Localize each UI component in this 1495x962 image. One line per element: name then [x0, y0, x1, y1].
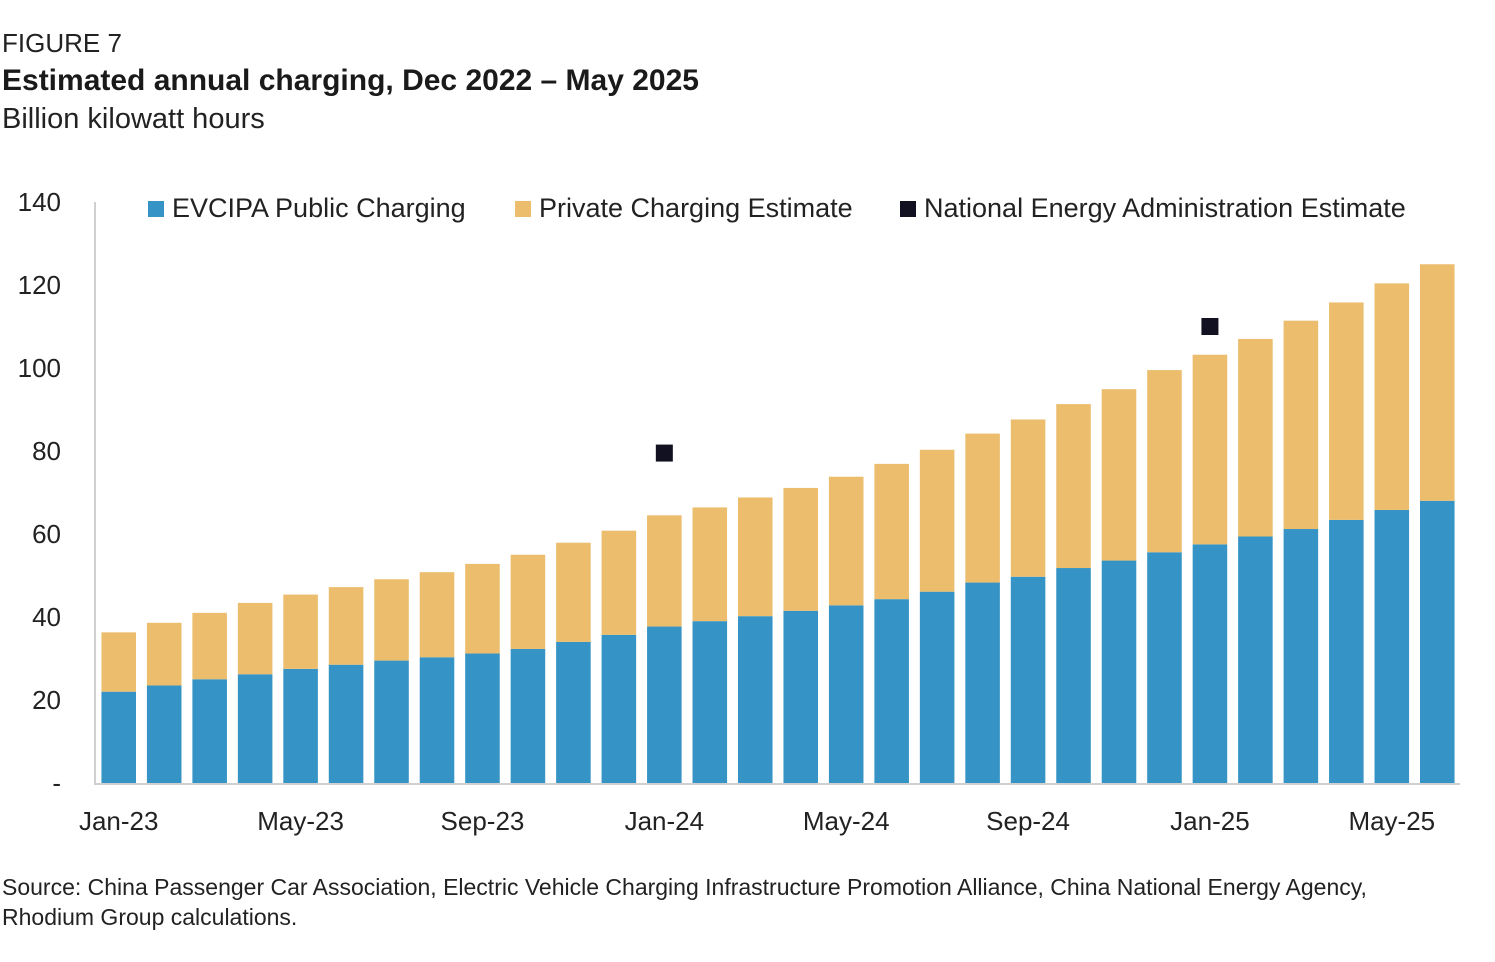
bar-public-Sep-24	[1056, 568, 1091, 783]
bar-public-Nov-23	[601, 634, 637, 783]
bar-public-May-24	[874, 599, 909, 783]
markers	[655, 318, 1219, 462]
bar-private-Mar-24	[783, 487, 819, 611]
bar-public-Jun-23	[374, 660, 409, 783]
legend-swatch-nea	[900, 201, 916, 217]
bar-private-Nov-24	[1147, 370, 1182, 553]
bar-private-Apr-25	[1374, 283, 1410, 510]
bar-public-Aug-24	[1010, 576, 1046, 783]
bar-private-May-24	[874, 463, 909, 600]
x-tick-label: May-24	[803, 806, 890, 836]
legend-label-public: EVCIPA Public Charging	[172, 193, 466, 223]
bar-public-Feb-24	[737, 616, 773, 783]
bar-private-Feb-23	[192, 612, 227, 680]
y-tick-label: -	[52, 768, 61, 798]
bar-private-Jan-23	[146, 622, 182, 686]
x-tick-label: May-23	[257, 806, 344, 836]
bars	[101, 264, 1455, 783]
x-axis: Jan-23 May-23 Sep-23 Jan-24 May-24 Sep-24 Jan-…	[79, 783, 1460, 836]
bar-private-Aug-23	[465, 563, 500, 654]
bar-public-Mar-24	[783, 610, 819, 783]
x-tick-label: Sep-24	[986, 806, 1070, 836]
bar-private-Jul-24	[965, 433, 1000, 583]
bar-private-Jun-23	[374, 579, 409, 661]
legend-label-private: Private Charging Estimate	[539, 193, 853, 223]
bar-private-Dec-22	[101, 632, 137, 692]
bar-public-Jul-24	[965, 582, 1000, 783]
nea-marker-Dec-23	[655, 444, 673, 462]
bar-private-Oct-23	[556, 542, 591, 642]
bar-public-Nov-24	[1147, 552, 1182, 783]
bar-public-Apr-23	[283, 668, 318, 783]
bar-private-Sep-23	[510, 554, 546, 649]
y-tick-label: 80	[32, 436, 61, 466]
x-tick-label: Sep-23	[441, 806, 525, 836]
y-tick-label: 20	[32, 685, 61, 715]
y-tick-label: 100	[18, 353, 61, 383]
bar-public-Feb-25	[1283, 529, 1319, 783]
legend-swatch-private	[515, 201, 531, 217]
bar-public-Mar-25	[1329, 519, 1364, 783]
bar-public-Jul-23	[419, 657, 455, 783]
figure-label: FIGURE 7	[2, 28, 122, 58]
bar-private-Sep-24	[1056, 404, 1091, 569]
x-tick-label: Jan-24	[625, 806, 705, 836]
bar-private-Feb-24	[737, 497, 773, 617]
legend-swatch-public	[148, 201, 164, 217]
bar-private-Jun-24	[919, 449, 955, 592]
y-tick-label: 60	[32, 519, 61, 549]
legend: EVCIPA Public Charging Private Charging …	[148, 193, 1406, 223]
bar-private-May-25	[1419, 264, 1455, 501]
bar-public-Apr-25	[1374, 509, 1410, 783]
bar-private-Mar-25	[1329, 302, 1364, 520]
bar-private-Apr-24	[828, 476, 864, 606]
bar-private-Dec-24	[1192, 354, 1228, 545]
bar-private-Jan-24	[692, 507, 728, 622]
bar-public-Dec-22	[101, 691, 137, 783]
nea-marker-Dec-24	[1201, 318, 1219, 335]
bar-public-Jun-24	[919, 591, 955, 783]
bar-private-Aug-24	[1010, 419, 1046, 577]
chart-subtitle: Billion kilowatt hours	[2, 103, 265, 135]
bar-public-Dec-24	[1192, 544, 1228, 783]
x-tick-label: Jan-25	[1170, 806, 1250, 836]
bar-private-Jul-23	[419, 572, 455, 658]
y-tick-label: 120	[18, 270, 61, 300]
bar-private-Mar-23	[237, 602, 273, 675]
bar-public-Feb-23	[192, 679, 227, 783]
x-tick-label: May-25	[1348, 806, 1435, 836]
bar-public-Oct-24	[1101, 560, 1137, 783]
source-note: Source: China Passenger Car Association,…	[2, 874, 1367, 930]
y-tick-label: 40	[32, 602, 61, 632]
bar-public-May-23	[328, 664, 364, 783]
bar-private-Oct-24	[1101, 389, 1137, 561]
bar-public-Sep-23	[510, 648, 546, 783]
chart-title: Estimated annual charging, Dec 2022 – Ma…	[2, 64, 699, 97]
bar-private-Nov-23	[601, 530, 637, 635]
bar-private-Feb-25	[1283, 320, 1319, 530]
bar-public-Jan-24	[692, 621, 728, 783]
bar-private-Apr-23	[283, 594, 318, 669]
bar-public-Jan-25	[1238, 536, 1273, 783]
bar-public-Oct-23	[556, 641, 591, 783]
legend-label-nea: National Energy Administration Estimate	[924, 193, 1406, 223]
bar-public-Dec-23	[647, 626, 682, 783]
bar-public-May-25	[1419, 500, 1455, 783]
bar-public-Apr-24	[828, 605, 864, 783]
x-tick-label: Jan-23	[79, 806, 159, 836]
bar-private-Dec-23	[647, 515, 682, 627]
y-axis: - 20 40 60 80 100 120 140	[18, 187, 96, 798]
bar-private-Jan-25	[1238, 338, 1273, 537]
bar-private-May-23	[328, 587, 364, 665]
bar-public-Aug-23	[465, 653, 500, 783]
bar-public-Jan-23	[146, 685, 182, 783]
bar-public-Mar-23	[237, 674, 273, 783]
y-tick-label: 140	[18, 187, 61, 217]
